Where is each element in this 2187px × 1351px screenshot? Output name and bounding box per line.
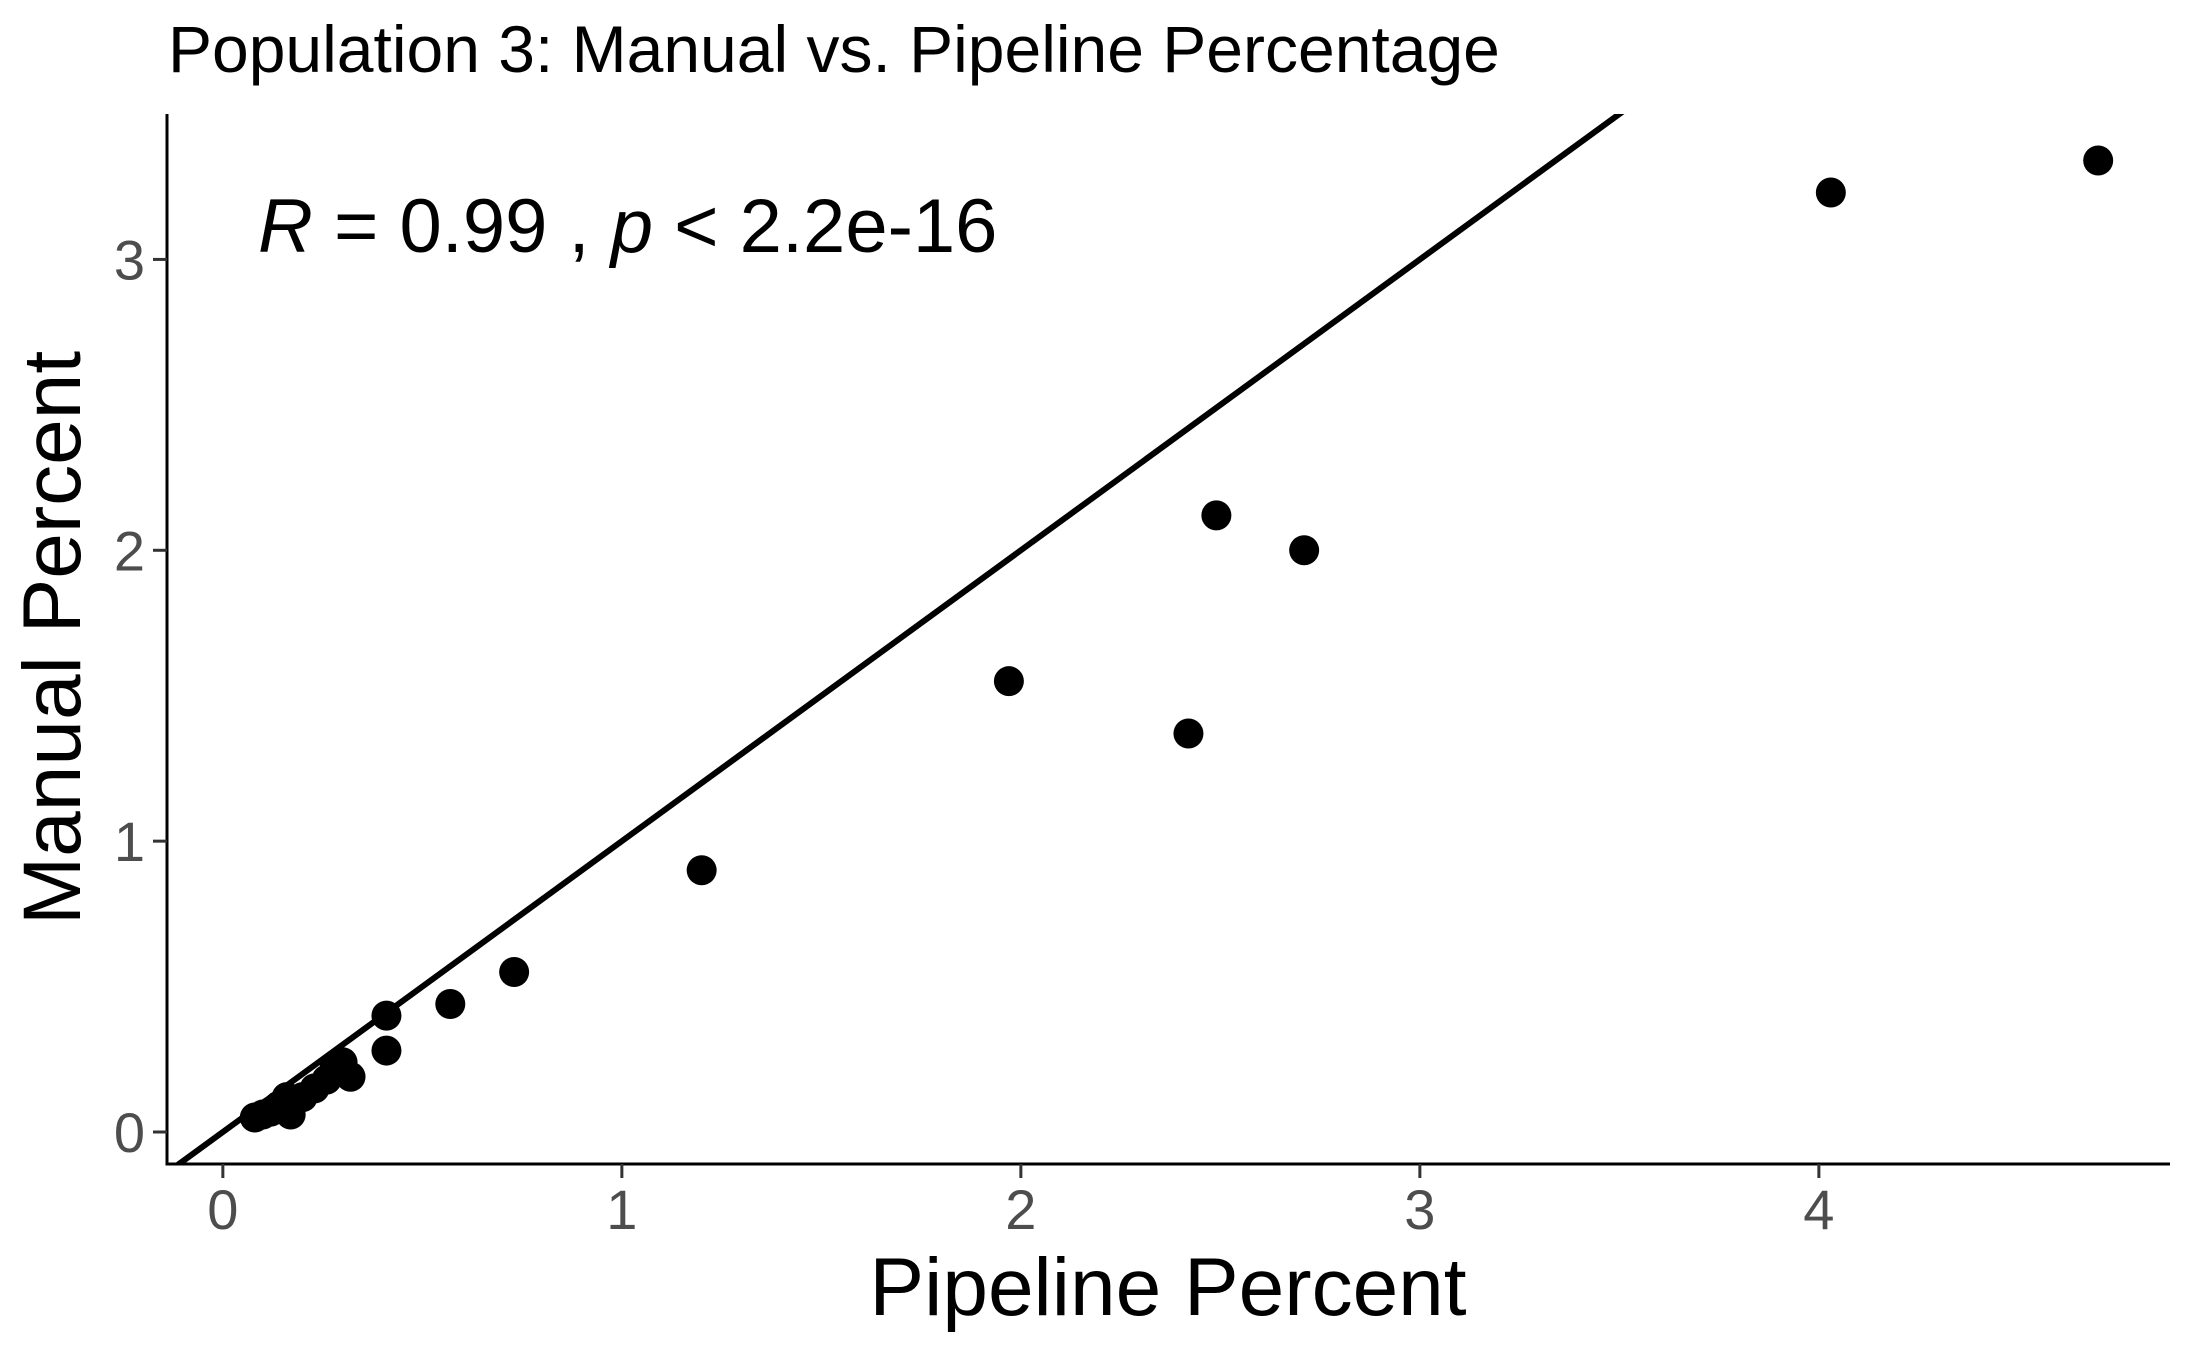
x-tick-label: 0	[207, 1178, 238, 1241]
y-axis-ticks: 0 1 2 3	[114, 228, 167, 1164]
data-point	[499, 957, 530, 988]
y-tick-label: 2	[114, 519, 145, 582]
data-point	[993, 666, 1024, 697]
x-tick-label: 3	[1404, 1178, 1435, 1241]
data-point	[371, 1035, 402, 1066]
r-value: = 0.99 ,	[313, 184, 611, 269]
x-tick-label: 4	[1803, 1178, 1834, 1241]
data-point	[1289, 535, 1320, 566]
data-point	[1815, 177, 1846, 208]
data-point	[2083, 145, 2114, 176]
p-value: < 2.2e-16	[653, 184, 997, 269]
data-point	[1173, 718, 1204, 749]
chart-title: Population 3: Manual vs. Pipeline Percen…	[168, 12, 1500, 86]
y-tick-label: 3	[114, 228, 145, 291]
y-tick-label: 1	[114, 810, 145, 873]
data-point	[435, 989, 466, 1020]
x-axis-ticks: 0 1 2 3 4	[207, 1164, 1834, 1241]
identity-reference-line	[173, 114, 1625, 1164]
data-point	[335, 1061, 366, 1092]
x-tick-label: 1	[606, 1178, 637, 1241]
r-symbol: R	[258, 184, 313, 269]
reference-line-layer	[173, 114, 1625, 1164]
x-tick-label: 2	[1005, 1178, 1036, 1241]
y-tick-label: 0	[114, 1101, 145, 1164]
p-symbol: p	[609, 184, 653, 269]
correlation-annotation: R = 0.99 , p < 2.2e-16	[258, 184, 997, 269]
x-axis-title: Pipeline Percent	[869, 1242, 1466, 1333]
data-points-layer	[239, 145, 2114, 1133]
y-axis-title: Manual Percent	[7, 351, 98, 926]
data-point	[371, 1000, 402, 1031]
data-point	[1201, 500, 1232, 531]
data-point	[686, 855, 717, 886]
